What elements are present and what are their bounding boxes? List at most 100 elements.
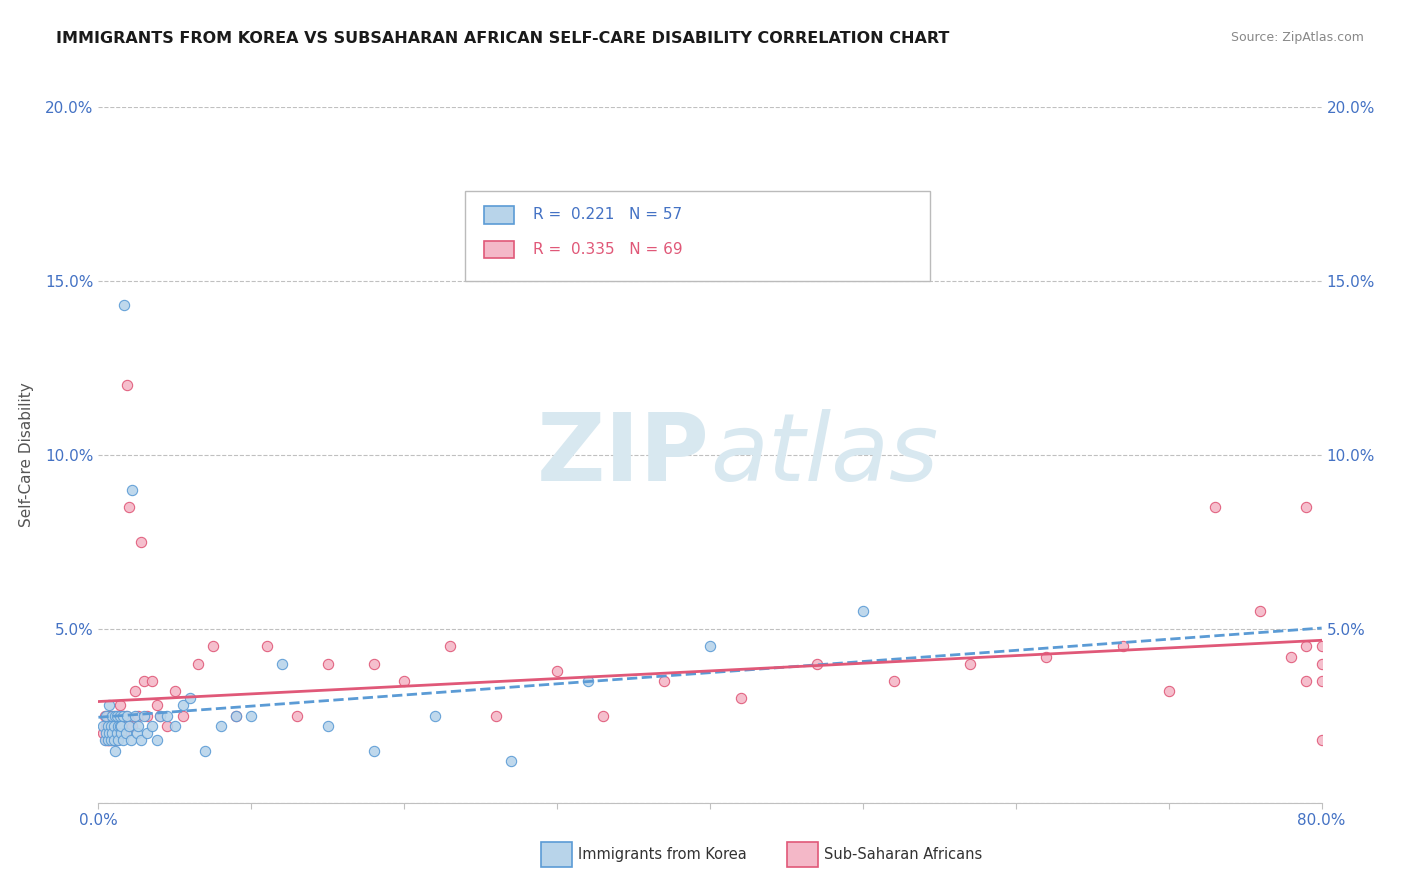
Point xyxy=(172,698,194,713)
Point xyxy=(363,657,385,671)
Point xyxy=(1295,674,1317,689)
Point xyxy=(110,719,132,733)
Point xyxy=(423,708,446,723)
Bar xyxy=(484,206,515,224)
Point xyxy=(546,664,568,678)
Point xyxy=(209,719,232,733)
Point xyxy=(101,708,124,723)
Point xyxy=(959,657,981,671)
Text: Immigrants from Korea: Immigrants from Korea xyxy=(578,847,747,862)
Point xyxy=(172,708,194,723)
Point xyxy=(806,657,828,671)
Point xyxy=(108,698,131,713)
Point xyxy=(163,684,186,698)
Point xyxy=(730,691,752,706)
Point xyxy=(1249,605,1271,619)
Point xyxy=(194,744,217,758)
Point xyxy=(101,726,124,740)
Point xyxy=(97,733,120,747)
Point xyxy=(107,719,129,733)
Point xyxy=(149,708,172,723)
Point xyxy=(94,726,117,740)
Point xyxy=(98,719,121,733)
Point xyxy=(392,674,416,689)
Point xyxy=(115,726,138,740)
Point xyxy=(439,639,461,653)
Point xyxy=(127,708,149,723)
Point xyxy=(121,719,143,733)
Point xyxy=(124,684,146,698)
Text: Sub-Saharan Africans: Sub-Saharan Africans xyxy=(824,847,983,862)
Text: Source: ZipAtlas.com: Source: ZipAtlas.com xyxy=(1230,31,1364,45)
Point xyxy=(108,719,131,733)
Point xyxy=(124,708,146,723)
Point xyxy=(501,754,523,768)
Point xyxy=(111,708,134,723)
Point xyxy=(1279,649,1302,664)
Point xyxy=(134,674,156,689)
Point xyxy=(1112,639,1135,653)
Point xyxy=(316,657,339,671)
Text: R =  0.221   N = 57: R = 0.221 N = 57 xyxy=(533,207,682,222)
Point xyxy=(202,639,225,653)
Point xyxy=(105,708,128,723)
Text: atlas: atlas xyxy=(710,409,938,500)
Point xyxy=(112,298,135,312)
Point xyxy=(1310,733,1333,747)
Point xyxy=(363,744,385,758)
Point xyxy=(112,726,135,740)
Text: ZIP: ZIP xyxy=(537,409,710,501)
Point xyxy=(485,708,508,723)
Point xyxy=(97,708,120,723)
Point xyxy=(141,719,163,733)
Point xyxy=(1310,657,1333,671)
Point xyxy=(225,708,247,723)
Point xyxy=(136,726,159,740)
Point xyxy=(107,726,129,740)
Point xyxy=(110,726,132,740)
Text: IMMIGRANTS FROM KOREA VS SUBSAHARAN AFRICAN SELF-CARE DISABILITY CORRELATION CHA: IMMIGRANTS FROM KOREA VS SUBSAHARAN AFRI… xyxy=(56,31,949,46)
Point xyxy=(115,708,138,723)
Point xyxy=(100,733,122,747)
Point xyxy=(105,708,128,723)
Point xyxy=(105,733,128,747)
Point xyxy=(127,719,149,733)
Point xyxy=(91,726,114,740)
Point xyxy=(97,719,120,733)
Point xyxy=(145,733,167,747)
Point xyxy=(103,708,125,723)
Point xyxy=(121,483,143,497)
Point xyxy=(156,719,179,733)
Point xyxy=(699,639,721,653)
Point xyxy=(1295,500,1317,514)
Point xyxy=(108,708,131,723)
Point xyxy=(101,726,124,740)
Text: R =  0.335   N = 69: R = 0.335 N = 69 xyxy=(533,242,682,257)
Point xyxy=(94,719,117,733)
Point xyxy=(100,733,122,747)
Bar xyxy=(484,241,515,259)
Point xyxy=(592,708,614,723)
Point xyxy=(1035,649,1057,664)
Point xyxy=(652,674,675,689)
Point xyxy=(103,733,125,747)
Point xyxy=(187,657,209,671)
Point xyxy=(93,708,115,723)
Point xyxy=(107,733,129,747)
Point xyxy=(118,719,141,733)
Point xyxy=(120,733,142,747)
Y-axis label: Self-Care Disability: Self-Care Disability xyxy=(20,383,34,527)
Point xyxy=(149,708,172,723)
Point xyxy=(179,691,201,706)
Point xyxy=(883,674,905,689)
Point xyxy=(316,719,339,733)
Point xyxy=(136,708,159,723)
Point xyxy=(110,719,132,733)
Point xyxy=(107,719,129,733)
Point xyxy=(225,708,247,723)
Point xyxy=(1295,639,1317,653)
Point xyxy=(240,708,263,723)
Point xyxy=(104,708,127,723)
Point xyxy=(1310,639,1333,653)
Point xyxy=(111,733,134,747)
